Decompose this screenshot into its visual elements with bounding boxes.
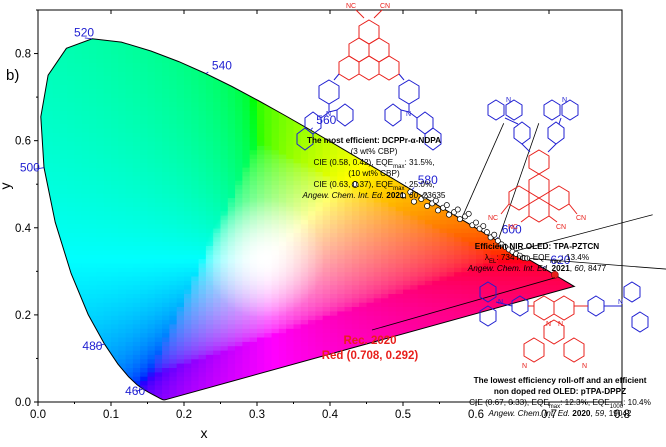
annotation-dcppr: The most efficient: DCPPr-α-NDPA (3 wt% C… — [302, 136, 446, 200]
n-label: N — [522, 363, 527, 370]
wavelength-label: 620 — [550, 253, 570, 267]
data-point — [524, 255, 531, 262]
annotation-line: CIE (0.58, 0.42), EQEmax: 31.5%, — [313, 158, 434, 170]
molecule-dcppr-ndpa: NC CN N N — [296, 3, 442, 151]
n-label: N — [582, 363, 587, 370]
cn-label: CN — [576, 215, 586, 222]
x-tick-label: 0.4 — [322, 409, 339, 421]
data-point — [446, 211, 452, 218]
rec2020-point — [551, 271, 559, 279]
n-label: N — [558, 321, 563, 328]
y-tick-label: 0.4 — [15, 223, 32, 235]
data-point — [407, 189, 414, 196]
molecule-tpa-pztcn: N N NC CN NC CN — [487, 97, 586, 231]
annotation-line: Efficient NIR OLED: TPA-PZTCN — [475, 242, 600, 251]
white-point — [351, 181, 359, 188]
annotation-line: Angew. Chem. Int. Ed. 2021, 60, 8477 — [467, 264, 607, 273]
data-point — [411, 198, 417, 205]
wavelength-label: 600 — [502, 223, 522, 237]
data-point — [494, 237, 501, 244]
n-label: N — [498, 299, 503, 306]
x-axis-label: x — [201, 425, 208, 441]
rec2020-label-line1: Rec. 2020 — [343, 335, 396, 347]
cn-label: CN — [380, 3, 390, 10]
x-tick-label: 0.6 — [468, 409, 484, 421]
n-label: N — [546, 321, 551, 328]
data-point — [421, 193, 428, 200]
data-point — [435, 207, 441, 214]
x-tick-label: 0.0 — [30, 409, 46, 421]
axes: 0.0 0.1 0.2 0.3 0.4 0.5 0.6 0.7 0.8 0.0 0.2 0.4 0.6 0… — [0, 9, 630, 441]
nc-label: NC — [346, 3, 356, 10]
annotation-line: CIE (0.63, 0.37), EQEmax: 25.0%, — [313, 180, 434, 192]
callout-line — [461, 123, 505, 220]
data-point — [454, 206, 461, 213]
y-tick-label: 0.8 — [15, 49, 31, 61]
annotation-line: The lowest efficiency roll-off and an ef… — [474, 376, 647, 385]
callout-line — [497, 123, 540, 241]
y-tick-label: 0.2 — [15, 310, 31, 322]
annotation-pztcn: Efficient NIR OLED: TPA-PZTCN λEL: 734 nm… — [467, 242, 607, 273]
annotation-line: λEL: 734 nm, EQEmax: 13.4% — [485, 253, 589, 265]
data-point — [491, 231, 498, 238]
data-points — [351, 181, 559, 331]
wavelength-label: 500 — [20, 161, 40, 175]
data-point — [432, 197, 439, 204]
annotation-line: Angew. Chem. Int. Ed. 2020, 59, 19042 — [488, 409, 632, 418]
n-label: N — [326, 111, 331, 118]
n-label: N — [406, 111, 411, 118]
wavelength-label: 580 — [418, 173, 438, 187]
n-label: N — [618, 299, 623, 306]
cie-gamut — [40, 38, 575, 400]
x-tick-label: 0.7 — [541, 409, 557, 421]
data-point — [443, 202, 450, 209]
annotation-line: The most efficient: DCPPr-α-NDPA — [307, 136, 441, 145]
n-label: N — [562, 97, 567, 104]
annotation-line: Angew. Chem. Int. Ed. 2021, 60, 23635 — [302, 191, 446, 200]
data-point — [424, 203, 431, 209]
callout-lines — [461, 123, 666, 270]
cn-label: CN — [556, 224, 566, 231]
annotation-line: CIE (0.67, 0.33), EQEmax: 12.3%, EQE1000… — [469, 398, 651, 410]
rec2020-label-line2: Red (0.708, 0.292) — [322, 350, 419, 362]
x-tick-label: 0.1 — [103, 409, 119, 421]
x-tick-label: 0.3 — [249, 409, 265, 421]
rec2020-pointer — [371, 277, 555, 331]
x-tick-label: 0.2 — [176, 409, 192, 421]
nc-label: NC — [508, 224, 518, 231]
y-tick-label: 0.0 — [15, 397, 31, 409]
data-point — [400, 192, 406, 199]
n-label: N — [506, 97, 511, 104]
data-point — [473, 219, 479, 226]
molecule-ptpa-dppz: N N N N N N — [479, 281, 649, 370]
annotation-line: non doped red OLED: pTPA-DPPZ — [494, 387, 626, 396]
annotation-line: (10 wt% CBP) — [348, 169, 400, 178]
annotation-line: (3 wt% CBP) — [351, 147, 398, 156]
x-tick-label: 0.8 — [614, 409, 630, 421]
wavelength-label: 540 — [212, 59, 232, 73]
callout-line — [512, 214, 653, 253]
data-point — [465, 210, 472, 217]
wavelength-label: 460 — [125, 384, 145, 398]
y-axis-label: y — [0, 183, 13, 190]
annotation-dppz: The lowest efficiency roll-off and an ef… — [469, 376, 651, 418]
spectral-locus-outline — [40, 38, 576, 401]
wavelength-label: 480 — [82, 339, 102, 353]
x-tick-label: 0.5 — [395, 409, 411, 421]
data-point — [456, 216, 463, 223]
y-tick-label: 0.6 — [15, 136, 31, 148]
data-point — [484, 229, 490, 236]
nc-label: NC — [488, 215, 498, 222]
callout-line — [527, 257, 666, 270]
panel-label: b) — [6, 67, 19, 84]
wavelength-label: 520 — [74, 26, 94, 40]
data-point — [480, 223, 487, 229]
